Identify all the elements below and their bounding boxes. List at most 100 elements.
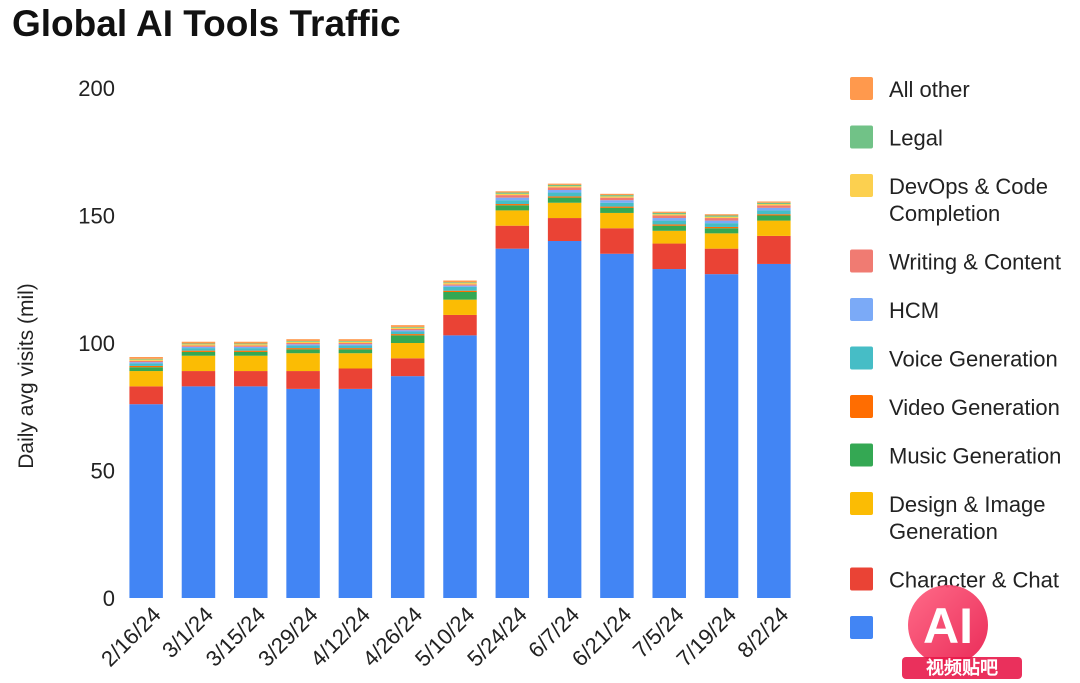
- bar-segment: [338, 353, 373, 369]
- bar-segment: [495, 191, 530, 193]
- bar-segment: [757, 201, 791, 203]
- bar-segment: [234, 350, 268, 352]
- bar-segment: [181, 350, 216, 352]
- bar-segment: [757, 214, 791, 216]
- legend-swatch: [850, 395, 873, 418]
- bar-segment: [443, 314, 477, 336]
- bar-segment: [600, 207, 634, 213]
- bar-segment: [234, 346, 268, 349]
- legend-item: HCM: [850, 298, 939, 323]
- bar-segment: [704, 216, 739, 219]
- bar-segment: [600, 212, 634, 229]
- legend-label: Voice Generation: [889, 347, 1058, 372]
- bar-segment: [600, 228, 634, 254]
- legend-swatch: [850, 298, 873, 321]
- bar-segment: [129, 371, 163, 387]
- bar-segment: [129, 358, 163, 360]
- bar-segment: [443, 299, 477, 315]
- bar-segment: [129, 404, 163, 598]
- bar-segment: [600, 195, 634, 197]
- bar-segment: [181, 344, 216, 346]
- bar-stack: [547, 183, 582, 598]
- bar-stack: [181, 341, 216, 598]
- bar-stack: [600, 193, 634, 598]
- bar-segment: [704, 220, 739, 224]
- legend-swatch: [850, 249, 873, 273]
- bar-stack: [338, 339, 373, 598]
- y-tick-label: 50: [91, 459, 115, 484]
- bar-segment: [652, 243, 686, 270]
- bar-segment: [547, 202, 582, 219]
- bar-segment: [390, 376, 425, 598]
- bar-segment: [600, 196, 634, 198]
- legend-label: Writing & Content: [889, 250, 1061, 275]
- bar-segment: [547, 183, 582, 185]
- bar-segment: [704, 215, 739, 217]
- bar-segment: [652, 225, 686, 231]
- bar-segment: [495, 195, 530, 198]
- bar-segment: [286, 349, 320, 354]
- bar-segment: [129, 359, 163, 361]
- bar-segment: [286, 353, 320, 372]
- bar-segment: [495, 193, 530, 196]
- legend-label: Character & Chat: [889, 568, 1059, 593]
- bar-segment: [757, 235, 791, 264]
- bar-segment: [547, 192, 582, 197]
- bar-segment: [181, 346, 216, 349]
- bar-segment: [443, 290, 477, 292]
- bar-segment: [390, 343, 425, 359]
- x-tick-label: 5/24/24: [462, 602, 532, 672]
- bar-stack: [652, 211, 686, 598]
- bar-segment: [495, 197, 530, 201]
- legend-item: Writing & Content: [850, 249, 1061, 275]
- bar-segment: [390, 325, 425, 327]
- bar-segment: [757, 263, 791, 598]
- bar-stack: [495, 191, 530, 598]
- bar-segment: [495, 200, 530, 205]
- bar-segment: [338, 368, 373, 389]
- legend-item: Music Generation: [850, 443, 1061, 469]
- bar-segment: [286, 345, 320, 349]
- bar-segment: [390, 328, 425, 331]
- legend-item: Character & Chat: [850, 567, 1059, 593]
- bar-segment: [652, 220, 686, 225]
- legend-label: Video Generation: [889, 395, 1060, 420]
- bar-segment: [443, 282, 477, 284]
- bar-segment: [757, 204, 791, 206]
- bar-segment: [286, 388, 320, 598]
- bar-segment: [547, 241, 582, 598]
- legend-swatch: [850, 616, 873, 639]
- legend-label: Music Generation: [889, 444, 1061, 469]
- bar-segment: [757, 220, 791, 236]
- legend-swatch: [850, 174, 873, 197]
- bar-segment: [338, 388, 373, 598]
- bar-segment: [547, 187, 582, 190]
- bar-segment: [338, 341, 373, 343]
- bar-segment: [600, 206, 634, 208]
- y-tick-label: 200: [78, 76, 115, 101]
- bar-segment: [286, 371, 320, 389]
- svg-text:AI: AI: [923, 598, 973, 654]
- bar-segment: [547, 184, 582, 187]
- bar-segment: [652, 212, 686, 215]
- bar-segment: [181, 343, 216, 345]
- bar-stack: [757, 201, 791, 598]
- legend-item: [850, 616, 873, 639]
- x-axis-ticks: 2/16/243/1/243/15/243/29/244/12/244/26/2…: [96, 602, 793, 672]
- bar-segment: [181, 351, 216, 356]
- bar-segment: [286, 344, 320, 346]
- bar-segment: [652, 218, 686, 221]
- bar-segment: [547, 186, 582, 188]
- legend-label: Completion: [889, 201, 1000, 226]
- bar-segment: [129, 363, 163, 366]
- bar-segment: [234, 341, 268, 344]
- bar-segment: [757, 205, 791, 208]
- bar-segment: [495, 205, 530, 211]
- bar-segment: [181, 371, 216, 387]
- bar-stacks: [129, 183, 791, 598]
- bar-segment: [129, 357, 163, 359]
- bar-segment: [234, 386, 268, 598]
- legend-item: Video Generation: [850, 395, 1060, 420]
- bar-segment: [338, 348, 373, 350]
